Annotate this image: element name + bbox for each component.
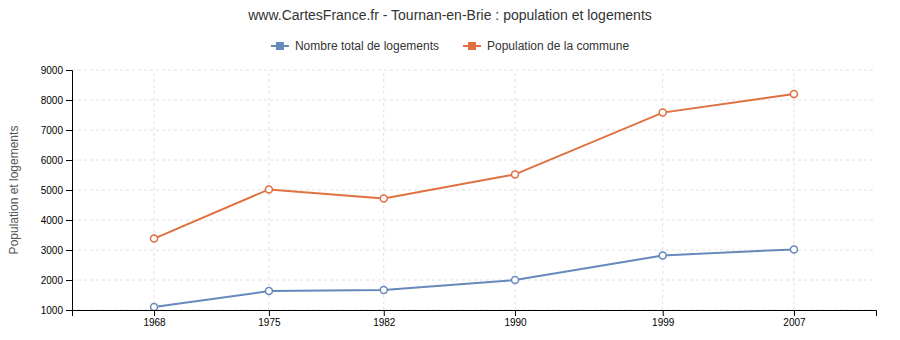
point [265,288,272,295]
y-axis: 1000 2000 3000 4000 5000 6000 7000 8000 9000 [41,65,73,316]
axis-line [66,71,73,311]
tick-mark [515,310,516,316]
tick-mark [384,310,385,316]
tick: 1000 [41,305,72,316]
legend-swatch [276,42,284,50]
series-line [154,249,794,307]
tick-label: 3000 [41,245,64,256]
legend-item: Population de la commune [463,39,629,53]
tick-mark [66,220,72,221]
tick-mark [66,280,72,281]
x-axis: 1968 1975 1982 1990 1999 2007 [73,310,877,328]
legend-label: Nombre total de logements [295,39,439,53]
tick: 6000 [41,155,72,166]
tick-label: 1990 [504,317,527,328]
tick: 3000 [41,245,72,256]
y-axis-title: Population et logements [7,126,21,255]
point [512,171,519,178]
tick-mark [66,100,72,101]
tick-mark [663,310,664,316]
tick-label: 1999 [652,317,675,328]
title: www.CartesFrance.fr - Tournan-en-Brie : … [247,7,652,23]
tick-label: 1982 [373,317,396,328]
legend: Nombre total de logements Population de l… [271,39,629,53]
legend-label: Population de la commune [487,39,629,53]
grid-line [662,70,663,310]
legend-item: Nombre total de logements [271,39,439,53]
grid-line [793,70,794,310]
tick-label: 8000 [41,95,64,106]
tick: 9000 [41,65,72,76]
tick: 4000 [41,215,72,226]
tick-label: 7000 [41,125,64,136]
point [659,109,666,116]
tick: 7000 [41,125,72,136]
series-line [154,94,794,239]
point [151,235,158,242]
point [265,186,272,193]
tick-label: 4000 [41,215,64,226]
tick: 2000 [41,275,72,286]
tick: 5000 [41,185,72,196]
tick-label: 6000 [41,155,64,166]
grid-line [72,70,876,71]
point [380,195,387,202]
tick-mark [66,70,72,71]
point [151,304,158,311]
grid-line [154,70,155,310]
tick-label: 9000 [41,65,64,76]
tick-label: 5000 [41,185,64,196]
tick: 1975 [258,310,281,328]
grid [72,70,876,310]
grid-line [72,130,876,131]
axis-line [73,311,877,317]
tick-mark [66,160,72,161]
tick-mark [794,310,795,316]
tick: 2007 [783,310,806,328]
point [512,277,519,284]
tick-label: 1000 [41,305,64,316]
tick: 8000 [41,95,72,106]
plot-area [151,91,798,311]
tick-mark [66,130,72,131]
grid-line [515,70,516,310]
tick-mark [66,190,72,191]
tick: 1990 [504,310,527,328]
tick-mark [269,310,270,316]
tick: 1982 [373,310,396,328]
tick: 1999 [652,310,675,328]
point [659,252,666,259]
point [790,91,797,98]
tick-mark [154,310,155,316]
grid-line [72,220,876,221]
tick-label: 1968 [143,317,166,328]
chart: www.CartesFrance.fr - Tournan-en-Brie : … [0,0,900,340]
legend-swatch [468,42,476,50]
tick-mark [66,310,72,311]
tick: 1968 [143,310,166,328]
tick-label: 1975 [258,317,281,328]
grid-line [383,70,384,310]
point [790,246,797,253]
grid-line [72,190,876,191]
point [380,286,387,293]
tick-label: 2007 [783,317,806,328]
tick-mark [66,250,72,251]
grid-line [72,280,876,281]
grid-line [72,160,876,161]
tick-label: 2000 [41,275,64,286]
